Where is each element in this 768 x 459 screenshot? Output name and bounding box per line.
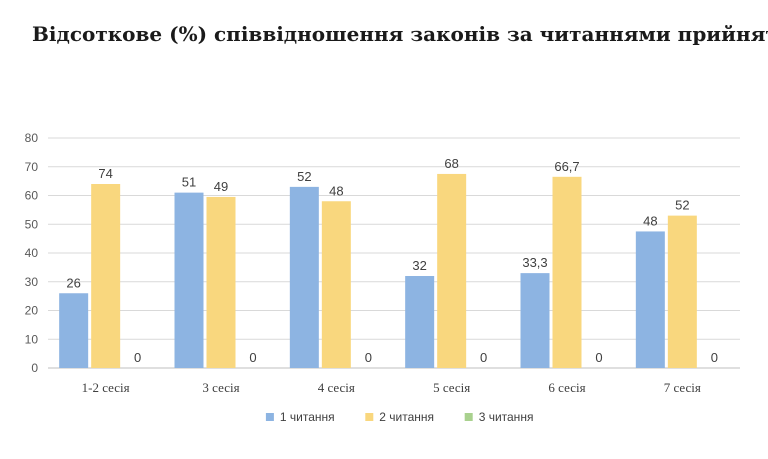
data-label: 51 (182, 175, 196, 190)
category-label: 4 сесія (318, 380, 355, 395)
category-label: 3 сесія (202, 380, 239, 395)
chart-title: Відсоткове (%) співвідношення законів за… (32, 22, 768, 46)
data-label: 68 (444, 156, 458, 171)
legend-label: 2 читання (379, 410, 434, 424)
y-tick-label: 30 (25, 275, 39, 289)
bar-1-1 (59, 293, 89, 368)
bar-2-2 (206, 196, 236, 368)
category-label: 7 сесія (664, 380, 701, 395)
y-tick-label: 10 (25, 332, 39, 346)
legend-swatch (265, 413, 274, 421)
category-label: 6 сесія (548, 380, 585, 395)
y-tick-label: 0 (31, 361, 38, 375)
legend-swatch (365, 413, 374, 421)
data-label: 0 (365, 350, 372, 365)
data-label: 48 (329, 183, 343, 198)
bar-1-2 (174, 192, 204, 368)
y-tick-label: 20 (25, 304, 39, 318)
y-tick-label: 60 (25, 189, 39, 203)
bar-1-6 (635, 231, 665, 368)
data-label: 52 (675, 198, 689, 213)
category-label: 5 сесія (433, 380, 470, 395)
data-label: 0 (134, 350, 141, 365)
data-label: 74 (98, 166, 112, 181)
legend-label: 3 читання (479, 410, 534, 424)
bar-1-4 (405, 276, 435, 368)
y-tick-label: 40 (25, 246, 39, 260)
legend-swatch (464, 413, 473, 421)
y-tick-label: 50 (25, 217, 39, 231)
bar-1-5 (520, 273, 550, 368)
data-label: 32 (412, 258, 426, 273)
bar-2-3 (321, 201, 351, 368)
data-label: 0 (480, 350, 487, 365)
data-label: 0 (595, 350, 602, 365)
bar-2-5 (552, 176, 582, 368)
y-tick-label: 80 (25, 131, 39, 145)
data-label: 0 (249, 350, 256, 365)
legend-label: 1 читання (280, 410, 335, 424)
bar-1-3 (289, 186, 319, 368)
data-label: 0 (711, 350, 718, 365)
bar-2-1 (91, 184, 121, 368)
data-label: 33,3 (522, 255, 547, 270)
bar-2-6 (667, 215, 697, 368)
data-label: 48 (643, 213, 657, 228)
y-tick-label: 70 (25, 160, 39, 174)
data-label: 52 (297, 169, 311, 184)
data-label: 49 (214, 179, 228, 194)
data-label: 66,7 (554, 159, 579, 174)
data-label: 26 (66, 275, 80, 290)
bar-2-4 (437, 173, 467, 368)
category-label: 1-2 сесія (82, 380, 130, 395)
